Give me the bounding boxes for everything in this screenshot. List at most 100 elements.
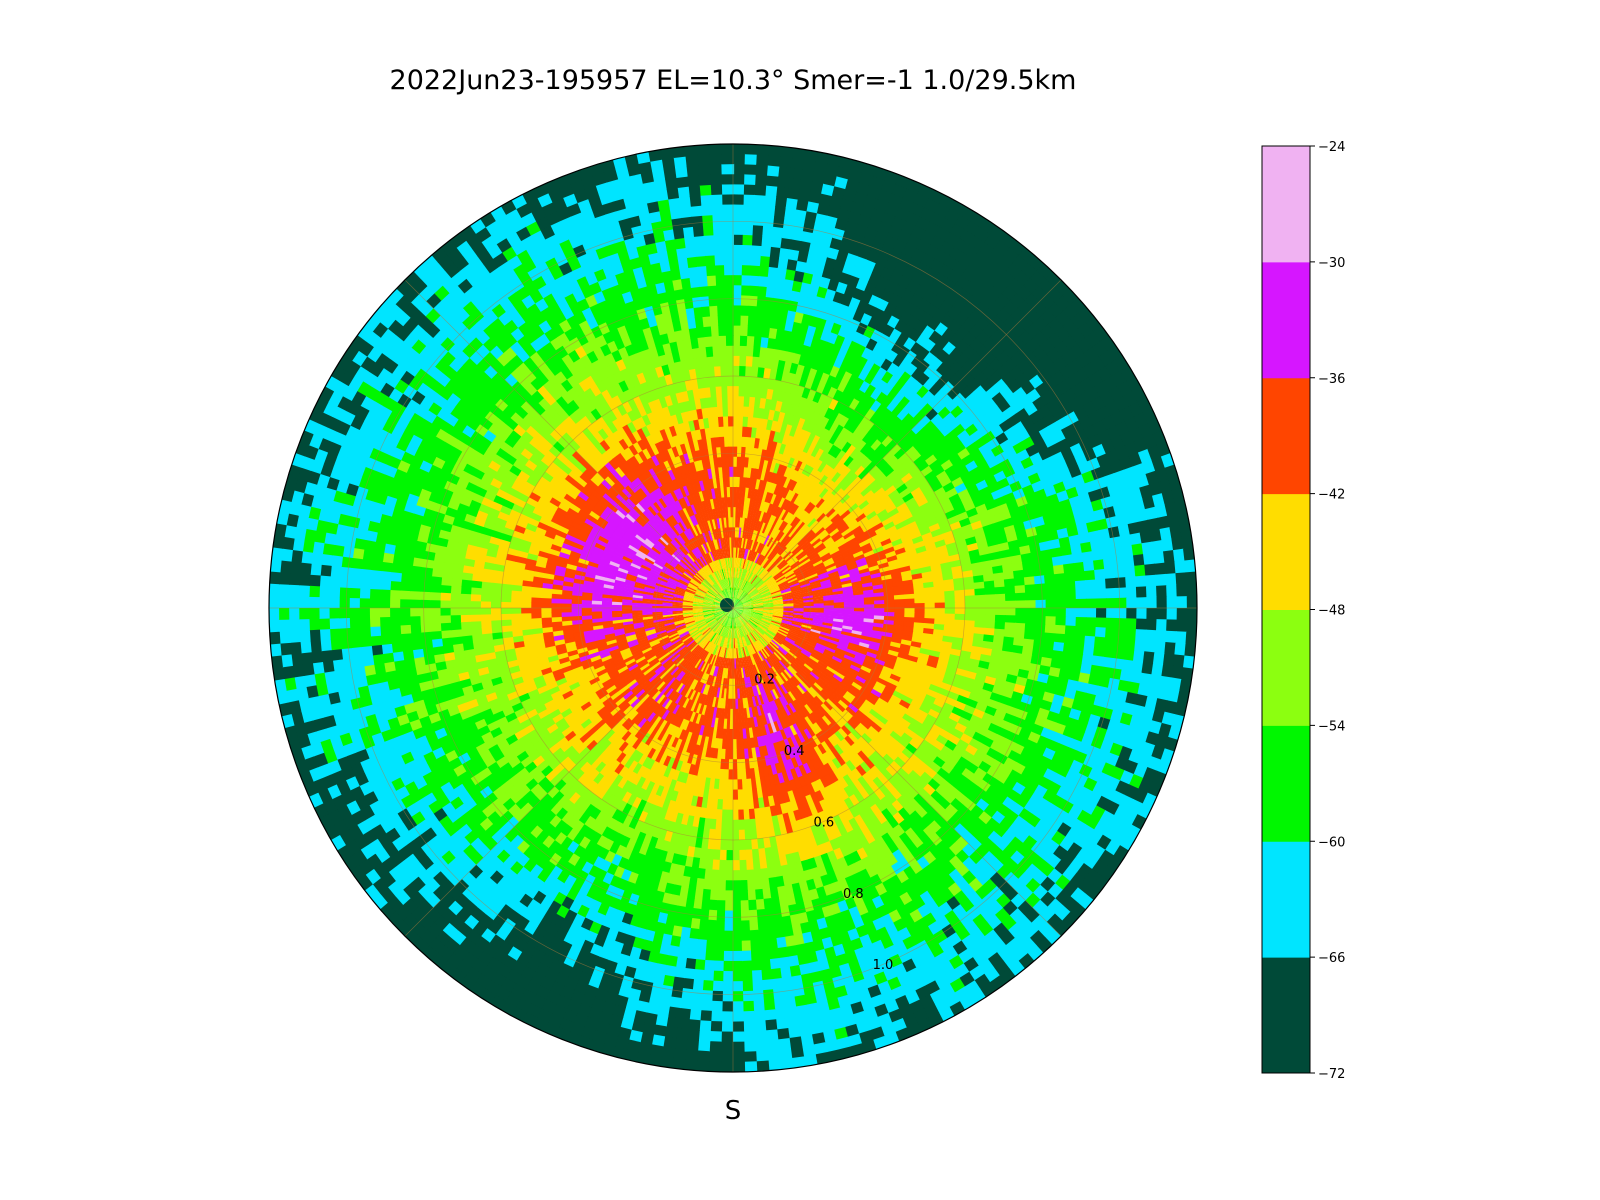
field-cell — [1005, 608, 1017, 617]
field-cell — [743, 204, 756, 216]
field-cell — [733, 567, 736, 578]
field-cell — [808, 242, 822, 256]
field-cell — [801, 386, 812, 400]
field-cell — [777, 432, 786, 444]
field-cell — [796, 198, 810, 212]
field-cell — [736, 567, 739, 579]
field-cell — [758, 458, 765, 470]
field-cell — [807, 388, 817, 402]
field-cell — [856, 181, 872, 196]
field-cell — [751, 498, 757, 510]
field-cell — [753, 498, 760, 510]
field-cell — [766, 502, 774, 514]
field-cell — [773, 287, 785, 300]
field-cell — [821, 183, 836, 197]
field-cell — [766, 174, 780, 187]
field-cell — [761, 377, 770, 389]
field-cell — [1024, 584, 1036, 594]
field-cell — [739, 345, 748, 357]
field-cell — [743, 214, 755, 226]
field-cell — [1094, 627, 1107, 639]
field-cell — [964, 608, 976, 615]
field-cell — [744, 559, 749, 570]
field-cell — [791, 280, 804, 293]
field-cell — [994, 614, 1006, 623]
field-cell — [733, 355, 741, 367]
field-cell — [744, 163, 758, 175]
field-cell — [774, 441, 783, 454]
field-cell — [845, 178, 861, 193]
field-cell — [778, 349, 789, 362]
field-cell — [1145, 629, 1157, 643]
field-cell — [749, 508, 755, 520]
field-cell — [744, 456, 750, 468]
field-cell — [776, 267, 788, 280]
field-cell — [1004, 593, 1016, 602]
reflectivity-field — [269, 144, 1197, 1072]
field-cell — [794, 208, 808, 222]
field-cell — [742, 537, 747, 549]
field-cell — [753, 467, 760, 480]
field-cell — [735, 567, 738, 578]
field-cell — [737, 415, 744, 427]
field-cell — [1095, 588, 1107, 600]
field-cell — [753, 530, 759, 541]
field-cell — [733, 284, 743, 296]
field-cell — [994, 593, 1006, 602]
field-cell — [792, 415, 802, 428]
field-cell — [791, 228, 804, 242]
field-cell — [737, 567, 741, 579]
field-cell — [736, 588, 740, 599]
field-cell — [803, 398, 814, 411]
field-cell — [1044, 582, 1056, 593]
field-cell — [790, 436, 799, 449]
field-cell — [742, 527, 746, 539]
field-cell — [746, 497, 751, 509]
field-cell — [752, 224, 765, 237]
field-cell — [764, 501, 771, 514]
field-cell — [1156, 585, 1168, 599]
field-cell — [734, 556, 736, 568]
field-cell — [733, 385, 740, 397]
field-cell — [738, 557, 742, 569]
field-cell — [739, 365, 747, 377]
field-cell — [733, 516, 736, 528]
field-cell — [747, 528, 753, 540]
field-cell — [739, 578, 744, 590]
field-cell — [735, 577, 738, 589]
field-cell — [1134, 564, 1146, 578]
field-cell — [733, 446, 738, 457]
field-cell — [758, 275, 769, 288]
field-cell — [742, 558, 747, 570]
field-cell — [793, 270, 806, 283]
field-cell — [751, 519, 757, 531]
field-cell — [766, 439, 774, 452]
field-cell — [767, 378, 776, 390]
field-cell — [934, 596, 946, 604]
field-cell — [741, 426, 748, 438]
field-cell — [802, 271, 815, 285]
field-cell — [756, 295, 767, 308]
field-cell — [812, 222, 826, 236]
field-cell — [772, 348, 782, 361]
field-cell — [1135, 586, 1148, 599]
field-cell — [736, 567, 740, 579]
field-cell — [750, 264, 761, 277]
field-cell — [1125, 586, 1137, 599]
field-cell — [734, 587, 737, 599]
field-cell — [1115, 587, 1127, 599]
field-cell — [740, 527, 744, 539]
field-cell — [751, 508, 757, 520]
field-cell — [743, 183, 757, 196]
field-cell — [812, 171, 827, 184]
field-cell — [844, 220, 859, 235]
field-cell — [1014, 585, 1026, 594]
field-cell — [1145, 618, 1158, 632]
field-cell — [1084, 579, 1097, 591]
field-cell — [736, 557, 739, 568]
field-cell — [764, 480, 771, 493]
field-cell — [1015, 600, 1027, 609]
field-cell — [776, 474, 785, 486]
field-cell — [756, 144, 771, 156]
field-cell — [826, 246, 841, 261]
